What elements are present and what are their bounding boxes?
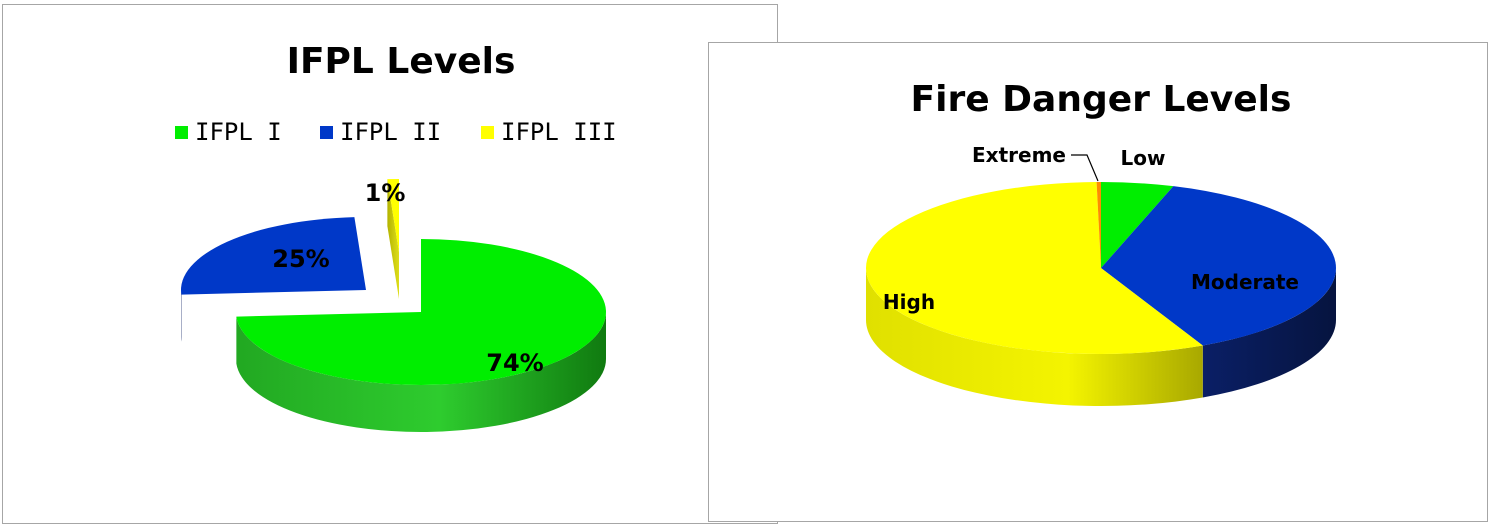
- legend-label-ifpl-iii: IFPL III: [501, 118, 617, 146]
- chart-title: IFPL Levels: [287, 41, 516, 82]
- legend-swatch-ifpl-ii: [320, 126, 333, 139]
- ifpl-chart-panel: IFPL Levels IFPL I IFPL II IFPL III 74% 25%…: [2, 4, 778, 524]
- ifpl-pie-chart: IFPL Levels IFPL I IFPL II IFPL III 74% 25%…: [3, 5, 779, 525]
- pie-slices: [866, 182, 1336, 406]
- data-label-ifpl-ii: 25%: [272, 245, 329, 273]
- category-label-low: Low: [1121, 146, 1166, 170]
- category-label-moderate: Moderate: [1191, 270, 1299, 294]
- data-label-ifpl-i: 74%: [486, 349, 543, 377]
- legend: IFPL I IFPL II IFPL III: [175, 118, 617, 146]
- leader-line-extreme: [1071, 155, 1098, 181]
- fire-danger-pie-chart: Fire Danger Levels Low Moderate High Extrem…: [709, 43, 1489, 523]
- fire-danger-chart-panel: Fire Danger Levels Low Moderate High Extrem…: [708, 42, 1488, 522]
- data-label-ifpl-iii: 1%: [365, 179, 406, 207]
- category-label-high: High: [883, 290, 935, 314]
- legend-label-ifpl-ii: IFPL II: [340, 118, 441, 146]
- legend-swatch-ifpl-i: [175, 126, 188, 139]
- category-label-extreme: Extreme: [972, 143, 1066, 167]
- legend-label-ifpl-i: IFPL I: [195, 118, 282, 146]
- legend-swatch-ifpl-iii: [481, 126, 494, 139]
- pie-slices: [181, 179, 606, 432]
- chart-title: Fire Danger Levels: [911, 79, 1292, 120]
